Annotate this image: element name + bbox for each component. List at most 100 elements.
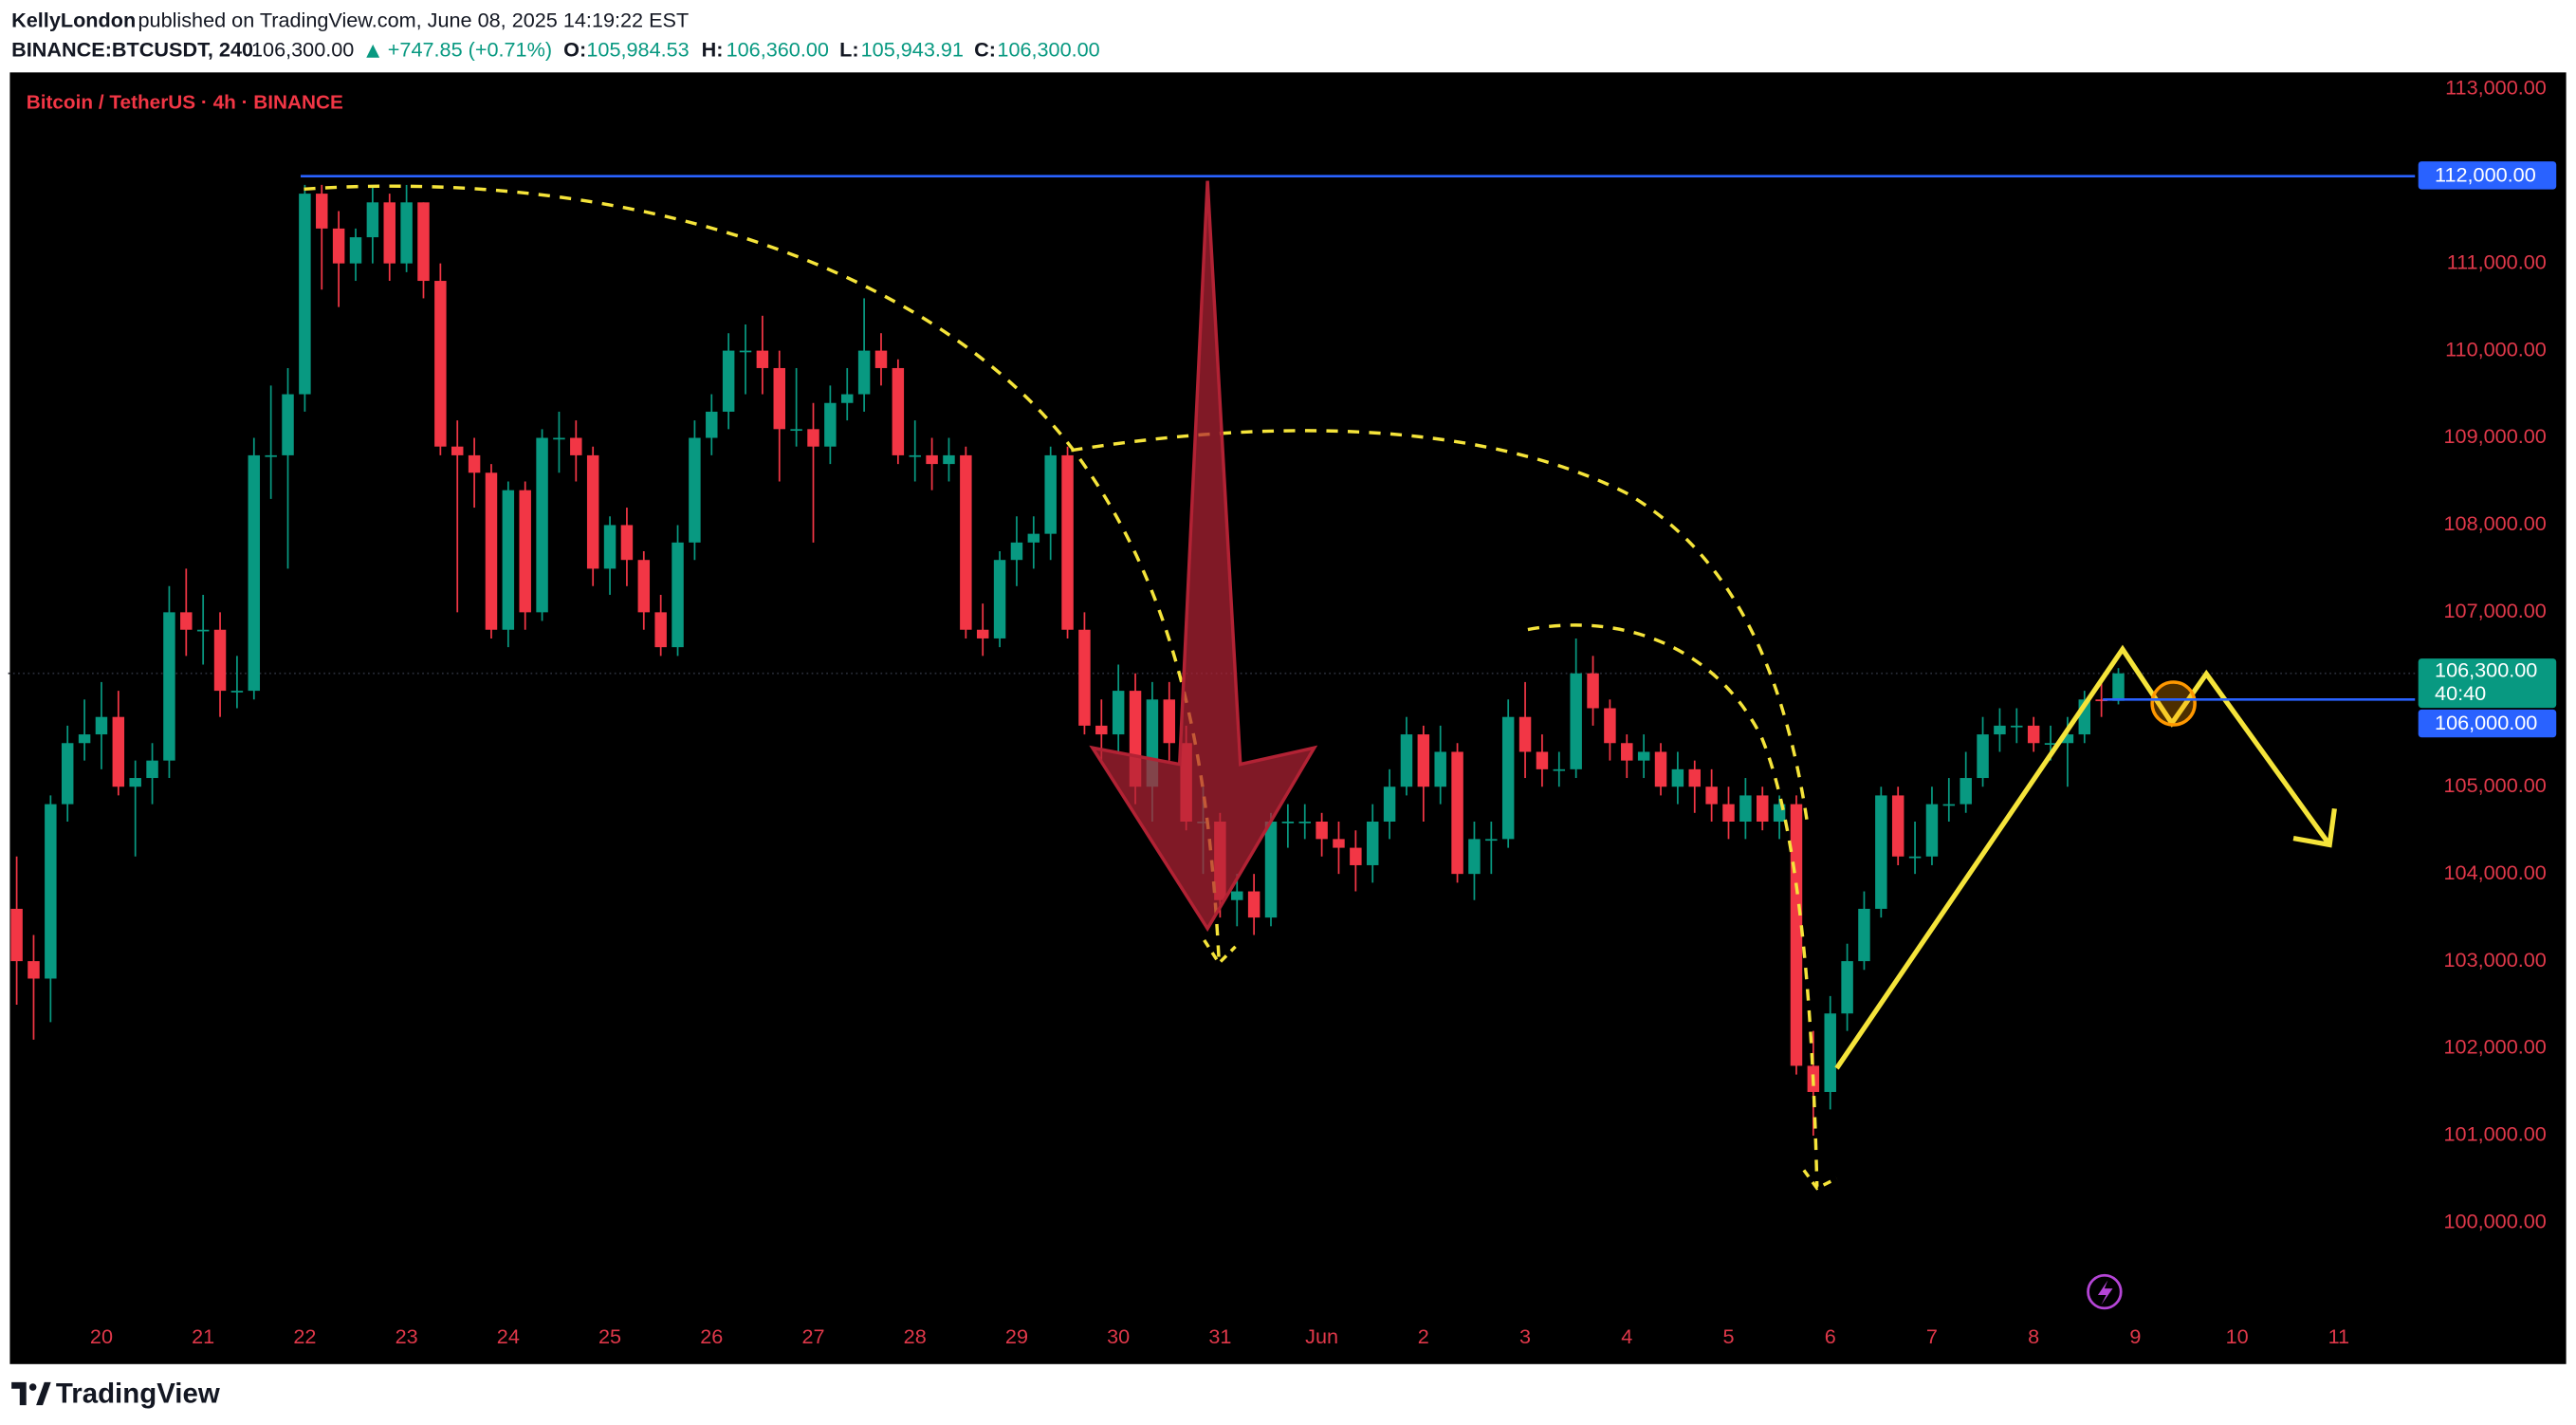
candle-body (434, 281, 447, 447)
candle-body (1925, 804, 1939, 857)
candle-body (1383, 787, 1396, 822)
candle-body (1485, 839, 1498, 842)
candle-body (417, 202, 430, 282)
candle-body (2027, 725, 2040, 744)
candle-body (1841, 961, 1853, 1014)
candle-body (265, 454, 277, 457)
x-tick-label: 26 (700, 1324, 723, 1348)
candle-body (519, 490, 531, 613)
candle-body (1316, 821, 1328, 840)
candle-body (163, 612, 175, 761)
candle-body (1637, 751, 1650, 761)
candle-body (1942, 804, 1956, 806)
candle-body (1757, 795, 1769, 822)
candle-body (1604, 708, 1616, 744)
candle-body (282, 394, 294, 455)
red-arrow (1089, 180, 1318, 933)
candle-body (1333, 839, 1345, 848)
dashed-arc (1071, 429, 1810, 823)
candle-body (316, 194, 328, 229)
candle-body (1434, 751, 1446, 787)
candle-body (1875, 795, 1887, 909)
candle-body (1688, 768, 1701, 787)
lightning-bolt (2097, 1280, 2113, 1305)
candle-body (2011, 725, 2023, 728)
projection-arrowhead (2292, 807, 2337, 848)
x-tick-label: 25 (598, 1324, 621, 1348)
y-tick-label: 111,000.00 (2447, 250, 2547, 273)
chart-layer: 100,000.00 101,000.00 102,000.00 103,000.00… (8, 76, 2547, 1348)
candle-body (672, 542, 684, 648)
logo-mark (36, 1381, 51, 1406)
candle-body (248, 454, 261, 692)
x-tick-label: 27 (801, 1324, 824, 1348)
ohlc-value: 105,984.53 (586, 38, 689, 62)
candle-body (1518, 716, 1532, 752)
candle-body (536, 437, 548, 613)
x-tick-label: 20 (90, 1324, 113, 1348)
candle-body (1891, 795, 1904, 857)
candle-body (926, 454, 938, 465)
candle-body (1977, 734, 1989, 779)
y-tick-label: 108,000.00 (2444, 511, 2547, 535)
y-tick-label: 107,000.00 (2444, 599, 2547, 622)
candle-body (1654, 751, 1667, 787)
x-tick-label: 8 (2028, 1324, 2039, 1348)
candle-body (1044, 454, 1057, 534)
ohlc-value: 106,300.00 (997, 38, 1099, 62)
x-tick-label: 4 (1621, 1324, 1632, 1348)
candle-body (400, 202, 413, 264)
countdown: 40:40 (2435, 681, 2486, 705)
candle-body (485, 472, 498, 630)
candle-body (1400, 734, 1413, 787)
target-circle (2150, 680, 2197, 727)
y-tick-label: 102,000.00 (2444, 1035, 2547, 1059)
candle-body (1078, 629, 1091, 726)
x-tick-label: 29 (1005, 1324, 1028, 1348)
candle-body (1027, 533, 1040, 543)
change: +747.85 (+0.71%) (388, 38, 552, 62)
y-tick-label: 104,000.00 (2444, 861, 2547, 884)
candle-body (773, 367, 785, 430)
candle-body (213, 629, 227, 692)
candle-body (1553, 768, 1566, 771)
ohlc-label: C: (974, 38, 996, 62)
brand: TradingView (56, 1378, 220, 1409)
level-label: 106,000.00 (2435, 711, 2537, 734)
x-tick-label: 28 (904, 1324, 927, 1348)
y-tick-label: 113,000.00 (2445, 76, 2547, 100)
candle-body (451, 446, 464, 455)
x-tick-label: 6 (1825, 1324, 1836, 1348)
candle-body (180, 612, 193, 630)
candle-body (654, 612, 667, 648)
candle-body (383, 202, 396, 264)
x-tick-label: 7 (1926, 1324, 1938, 1348)
candle-body (95, 716, 108, 735)
candle-body (468, 454, 481, 473)
ohlc-value: 106,360.00 (727, 38, 829, 62)
published: published on TradingView.com, June 08, 2… (138, 8, 690, 31)
candle-body (1858, 908, 1870, 962)
candle-body (1061, 454, 1074, 630)
ohlc-value: 105,943.91 (861, 38, 964, 62)
candle-body (10, 908, 23, 962)
candle-body (112, 716, 125, 787)
y-tick-label: 100,000.00 (2444, 1210, 2547, 1233)
candle-body (2095, 699, 2107, 702)
y-tick-label: 101,000.00 (2444, 1122, 2547, 1146)
candle-body (1163, 699, 1176, 744)
candle-body (807, 429, 819, 447)
candle-body (1010, 542, 1023, 561)
lightning-icon[interactable] (2087, 1273, 2123, 1310)
dashed-arc (1527, 623, 1819, 1187)
candle-body (1722, 804, 1735, 822)
x-tick-label: 31 (1208, 1324, 1231, 1348)
x-tick-label: 30 (1107, 1324, 1130, 1348)
candle-body (570, 437, 582, 455)
candle-body (1908, 856, 1922, 859)
candle-body (2061, 734, 2074, 744)
candle-body (689, 437, 701, 543)
candle-body (943, 454, 955, 465)
candle-body (45, 804, 57, 979)
